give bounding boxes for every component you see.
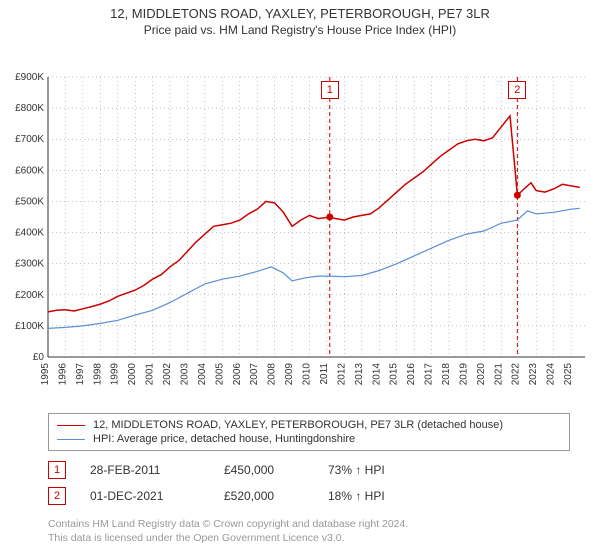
svg-text:2017: 2017 bbox=[424, 363, 435, 386]
svg-text:2008: 2008 bbox=[267, 363, 278, 386]
svg-text:1998: 1998 bbox=[92, 363, 103, 386]
svg-text:2021: 2021 bbox=[493, 363, 504, 386]
event-price: £520,000 bbox=[224, 489, 304, 503]
svg-text:£300K: £300K bbox=[15, 259, 44, 270]
svg-text:2002: 2002 bbox=[162, 363, 173, 386]
svg-text:2019: 2019 bbox=[458, 363, 469, 386]
svg-text:£200K: £200K bbox=[15, 290, 44, 301]
svg-text:£500K: £500K bbox=[15, 196, 44, 207]
svg-text:£700K: £700K bbox=[15, 134, 44, 145]
svg-text:2014: 2014 bbox=[371, 363, 382, 386]
event-number: 2 bbox=[48, 487, 66, 505]
legend-row: HPI: Average price, detached house, Hunt… bbox=[57, 432, 561, 446]
svg-text:2003: 2003 bbox=[179, 363, 190, 386]
chart-titles: 12, MIDDLETONS ROAD, YAXLEY, PETERBOROUG… bbox=[0, 0, 600, 37]
attribution-line1: Contains HM Land Registry data © Crown c… bbox=[48, 517, 570, 531]
svg-text:£400K: £400K bbox=[15, 228, 44, 239]
svg-text:2015: 2015 bbox=[389, 363, 400, 386]
svg-text:2012: 2012 bbox=[336, 363, 347, 386]
event-delta: 73% ↑ HPI bbox=[328, 463, 385, 477]
svg-text:2022: 2022 bbox=[511, 363, 522, 386]
event-date: 28-FEB-2011 bbox=[90, 463, 200, 477]
svg-text:2025: 2025 bbox=[563, 363, 574, 386]
svg-text:2000: 2000 bbox=[127, 363, 138, 386]
svg-text:1999: 1999 bbox=[110, 363, 121, 386]
sale-marker-2: 2 bbox=[508, 81, 526, 99]
legend-row: 12, MIDDLETONS ROAD, YAXLEY, PETERBOROUG… bbox=[57, 418, 561, 432]
svg-text:1995: 1995 bbox=[40, 363, 51, 386]
event-row: 1 28-FEB-2011 £450,000 73% ↑ HPI bbox=[48, 457, 570, 483]
legend-text: HPI: Average price, detached house, Hunt… bbox=[93, 433, 355, 445]
event-date: 01-DEC-2021 bbox=[90, 489, 200, 503]
svg-text:2011: 2011 bbox=[319, 363, 330, 385]
chart-area: £0 £100K £200K £300K £400K £500K £600K £700K £80… bbox=[0, 37, 600, 407]
legend-swatch bbox=[57, 439, 85, 440]
svg-text:£0: £0 bbox=[33, 352, 45, 363]
svg-text:2007: 2007 bbox=[249, 363, 260, 386]
event-row: 2 01-DEC-2021 £520,000 18% ↑ HPI bbox=[48, 483, 570, 509]
svg-text:2023: 2023 bbox=[528, 363, 539, 386]
svg-text:2016: 2016 bbox=[406, 363, 417, 386]
svg-text:2013: 2013 bbox=[354, 363, 365, 386]
title-subtitle: Price paid vs. HM Land Registry's House … bbox=[0, 23, 600, 37]
svg-text:2020: 2020 bbox=[476, 363, 487, 386]
svg-text:2001: 2001 bbox=[145, 363, 156, 386]
legend: 12, MIDDLETONS ROAD, YAXLEY, PETERBOROUG… bbox=[48, 413, 570, 451]
attribution: Contains HM Land Registry data © Crown c… bbox=[48, 517, 570, 545]
event-delta: 18% ↑ HPI bbox=[328, 489, 385, 503]
svg-text:2010: 2010 bbox=[302, 363, 313, 386]
legend-text: 12, MIDDLETONS ROAD, YAXLEY, PETERBOROUG… bbox=[93, 419, 503, 431]
svg-text:1996: 1996 bbox=[57, 363, 68, 386]
title-address: 12, MIDDLETONS ROAD, YAXLEY, PETERBOROUG… bbox=[0, 6, 600, 21]
svg-text:2024: 2024 bbox=[546, 363, 557, 386]
svg-text:£600K: £600K bbox=[15, 165, 44, 176]
svg-text:1997: 1997 bbox=[75, 363, 86, 386]
sale-events: 1 28-FEB-2011 £450,000 73% ↑ HPI 2 01-DEC-202… bbox=[48, 457, 570, 509]
svg-text:£800K: £800K bbox=[15, 103, 44, 114]
svg-text:£900K: £900K bbox=[15, 72, 44, 83]
svg-text:2009: 2009 bbox=[284, 363, 295, 386]
attribution-line2: This data is licensed under the Open Gov… bbox=[48, 531, 570, 545]
svg-text:2018: 2018 bbox=[441, 363, 452, 386]
legend-swatch bbox=[57, 425, 85, 426]
event-price: £450,000 bbox=[224, 463, 304, 477]
svg-text:2004: 2004 bbox=[197, 363, 208, 386]
svg-text:£100K: £100K bbox=[15, 321, 44, 332]
event-number: 1 bbox=[48, 461, 66, 479]
sale-marker-1: 1 bbox=[321, 81, 339, 99]
svg-text:2005: 2005 bbox=[214, 363, 225, 386]
svg-text:2006: 2006 bbox=[232, 363, 243, 386]
